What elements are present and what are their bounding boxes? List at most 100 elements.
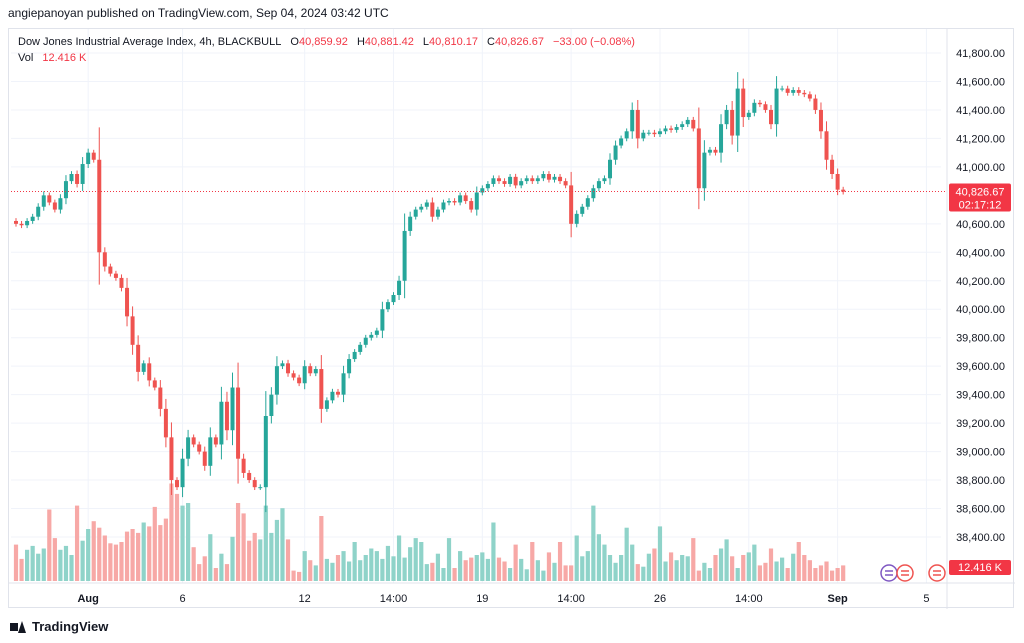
volume-bar	[358, 560, 363, 581]
volume-bar	[663, 561, 668, 581]
x-tick-label: 14:00	[557, 593, 585, 605]
volume-bar	[724, 539, 729, 581]
x-tick-label: 14:00	[380, 593, 408, 605]
volume-bar	[763, 562, 768, 581]
candle-body	[463, 195, 468, 202]
volume-bar	[829, 570, 835, 581]
x-tick-label: Sep	[828, 593, 848, 605]
candle-body	[180, 458, 185, 488]
candle-body	[680, 124, 685, 128]
volume-bar	[430, 562, 435, 581]
volume-bar	[446, 538, 452, 581]
volume-bar	[707, 568, 713, 581]
candle-body	[430, 202, 435, 217]
volume-bar	[463, 560, 468, 581]
volume-bar	[119, 542, 124, 581]
candle-body	[69, 174, 74, 182]
volume-bar	[502, 561, 507, 581]
candle-body	[224, 401, 229, 431]
candle-body	[480, 188, 485, 193]
candle-body	[413, 209, 418, 217]
volume-bar	[297, 571, 302, 581]
candle-body	[569, 185, 574, 224]
candle-body	[696, 128, 701, 189]
volume-bar	[219, 553, 224, 581]
candle-body	[535, 178, 540, 182]
candle-body	[807, 94, 812, 99]
candle-body	[419, 206, 424, 210]
candle-body	[646, 132, 651, 134]
x-tick-label: 12	[299, 593, 311, 605]
volume-bar	[624, 527, 629, 581]
volume-bar	[785, 568, 790, 581]
candle-body	[369, 334, 374, 338]
price-chart[interactable]: 41,800.00 41,600.00 41,400.00 41,200.00 41,0…	[9, 29, 1015, 609]
candle-body	[14, 220, 18, 224]
symbol-title[interactable]: Dow Jones Industrial Average Index, 4h, …	[18, 36, 282, 48]
chart-frame[interactable]: 41,800.00 41,600.00 41,400.00 41,200.00 41,0…	[8, 28, 1015, 609]
volume-bar	[13, 544, 19, 581]
candle-body	[25, 220, 30, 226]
candle-body	[735, 88, 740, 136]
candle-body	[674, 127, 679, 130]
candle-body	[663, 128, 668, 132]
volume-bar	[335, 555, 341, 581]
candle-body	[286, 363, 291, 374]
volume-bar	[197, 564, 202, 581]
x-tick-label: 14:00	[735, 593, 763, 605]
volume-bar	[574, 535, 579, 581]
candle-body	[774, 88, 779, 125]
candle-body	[652, 132, 657, 135]
candle-body	[713, 149, 718, 153]
candle-body	[630, 109, 635, 132]
volume-bar	[507, 568, 513, 581]
volume-bar	[696, 570, 701, 581]
candle-body	[447, 201, 452, 203]
volume-bar	[74, 505, 80, 581]
candle-body	[236, 387, 241, 459]
volume-bar	[474, 555, 479, 581]
volume-bar	[30, 545, 35, 581]
candle-body	[491, 178, 496, 184]
candle-body	[635, 109, 640, 139]
volume-bar	[385, 545, 391, 581]
candle-body	[602, 178, 607, 182]
candle-body	[585, 198, 590, 207]
volume-bar	[285, 539, 291, 581]
candle-body	[308, 366, 313, 374]
volume-bar	[802, 555, 807, 581]
candle-body	[830, 159, 835, 174]
volume-bar	[613, 562, 618, 581]
candle-body	[802, 92, 807, 95]
candle-body	[380, 309, 385, 331]
volume-value: 12.416 K	[42, 52, 87, 64]
volume-bar	[396, 535, 402, 581]
candle-body	[247, 472, 252, 481]
candle-body	[530, 178, 535, 182]
volume-bar	[535, 560, 540, 581]
y-tick-label: 41,000.00	[956, 162, 1005, 174]
y-tick-label: 40,400.00	[956, 247, 1005, 259]
volume-bar	[774, 561, 779, 581]
volume-bar	[602, 544, 607, 581]
footer-brand[interactable]: TradingView	[10, 619, 108, 634]
legend-ohlc-row: Dow Jones Industrial Average Index, 4h, …	[18, 34, 635, 50]
y-tick-label: 38,400.00	[956, 532, 1005, 544]
candle-body	[596, 181, 601, 189]
volume-bar	[646, 553, 651, 581]
candle-body	[97, 159, 102, 253]
volume-bar	[741, 555, 746, 581]
volume-bar	[402, 557, 407, 581]
candle-body	[158, 387, 163, 409]
volume-bar	[768, 548, 774, 581]
volume-bar	[841, 565, 846, 581]
tradingview-logo-icon	[10, 620, 26, 633]
volume-bar	[408, 547, 413, 581]
volume-bar	[41, 548, 46, 581]
volume-bar	[541, 570, 546, 581]
last-price-badge	[949, 183, 1011, 212]
volume-badge-value: 12.416 K	[958, 562, 1003, 574]
candle-body	[757, 102, 762, 105]
candle-body	[102, 252, 107, 267]
volume-bar	[680, 555, 685, 581]
